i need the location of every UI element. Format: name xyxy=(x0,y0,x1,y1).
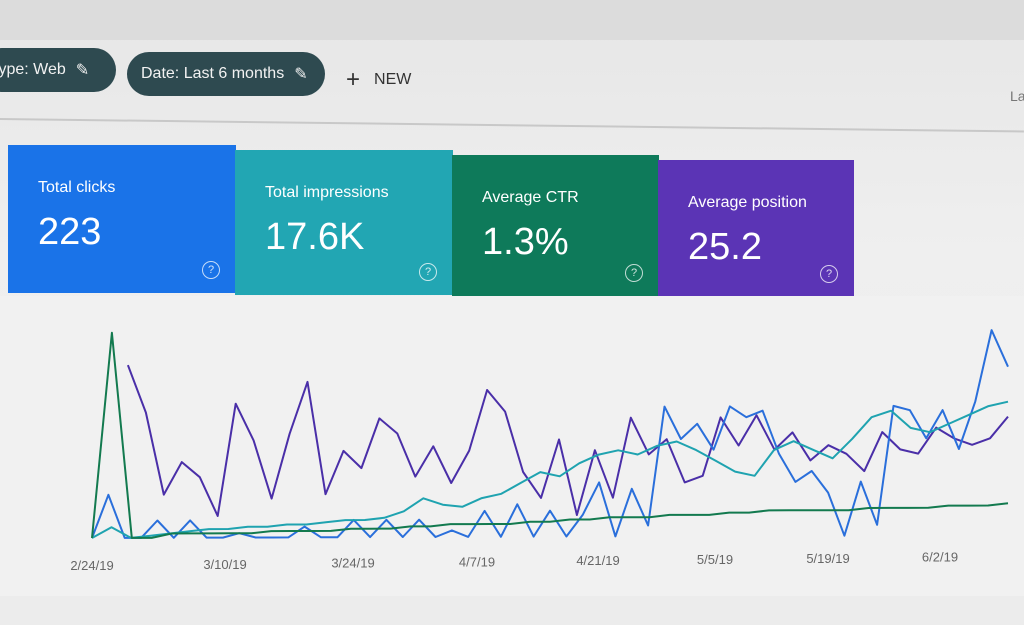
metric-label: Total clicks xyxy=(38,179,116,196)
x-tick-label: 3/10/19 xyxy=(203,557,246,572)
help-icon[interactable]: ? xyxy=(820,265,838,283)
filter-chip-date[interactable]: Date: Last 6 months ✎ xyxy=(127,52,325,96)
metric-value: 17.6K xyxy=(265,216,365,258)
series-line-3 xyxy=(91,331,1009,539)
metric-card-total-clicks[interactable]: Total clicks 223 ? xyxy=(8,145,236,293)
help-icon[interactable]: ? xyxy=(202,261,220,279)
help-icon[interactable]: ? xyxy=(625,264,643,282)
x-tick-label: 4/7/19 xyxy=(459,554,495,569)
metric-label: Average CTR xyxy=(482,189,579,206)
filter-label: type: Web xyxy=(0,61,66,78)
performance-chart-area xyxy=(0,296,1024,596)
top-bar xyxy=(0,0,1024,40)
x-tick-label: 4/21/19 xyxy=(576,553,619,568)
metric-label: Total impressions xyxy=(265,184,389,201)
metric-card-average-ctr[interactable]: Average CTR 1.3% ? xyxy=(452,155,659,296)
metric-card-average-position[interactable]: Average position 25.2 ? xyxy=(658,160,854,297)
metric-label: Average position xyxy=(688,194,807,211)
metric-value: 223 xyxy=(38,211,102,253)
plus-icon: + xyxy=(346,66,361,93)
new-filter-button[interactable]: + NEW xyxy=(346,66,411,94)
pencil-icon[interactable]: ✎ xyxy=(75,62,90,79)
x-tick-label: 2/24/19 xyxy=(70,558,113,573)
series-line-1 xyxy=(91,329,1009,539)
filter-label: Date: Last 6 months xyxy=(141,65,285,82)
pencil-icon[interactable]: ✎ xyxy=(294,66,308,83)
x-tick-label: 6/2/19 xyxy=(922,550,958,565)
x-tick-label: 5/19/19 xyxy=(806,551,849,566)
help-icon[interactable]: ? xyxy=(419,263,437,281)
cut-off-text: La xyxy=(1010,88,1024,104)
series-line-2 xyxy=(91,400,1009,539)
x-tick-label: 5/5/19 xyxy=(697,552,733,567)
x-tick-label: 3/24/19 xyxy=(331,556,374,571)
metric-value: 1.3% xyxy=(482,221,569,263)
metric-card-total-impressions[interactable]: Total impressions 17.6K ? xyxy=(235,150,453,295)
new-label: NEW xyxy=(374,71,412,88)
series-line-0 xyxy=(126,364,1009,517)
metric-value: 25.2 xyxy=(688,226,762,268)
filter-chip-search-type[interactable]: type: Web ✎ xyxy=(0,48,116,92)
